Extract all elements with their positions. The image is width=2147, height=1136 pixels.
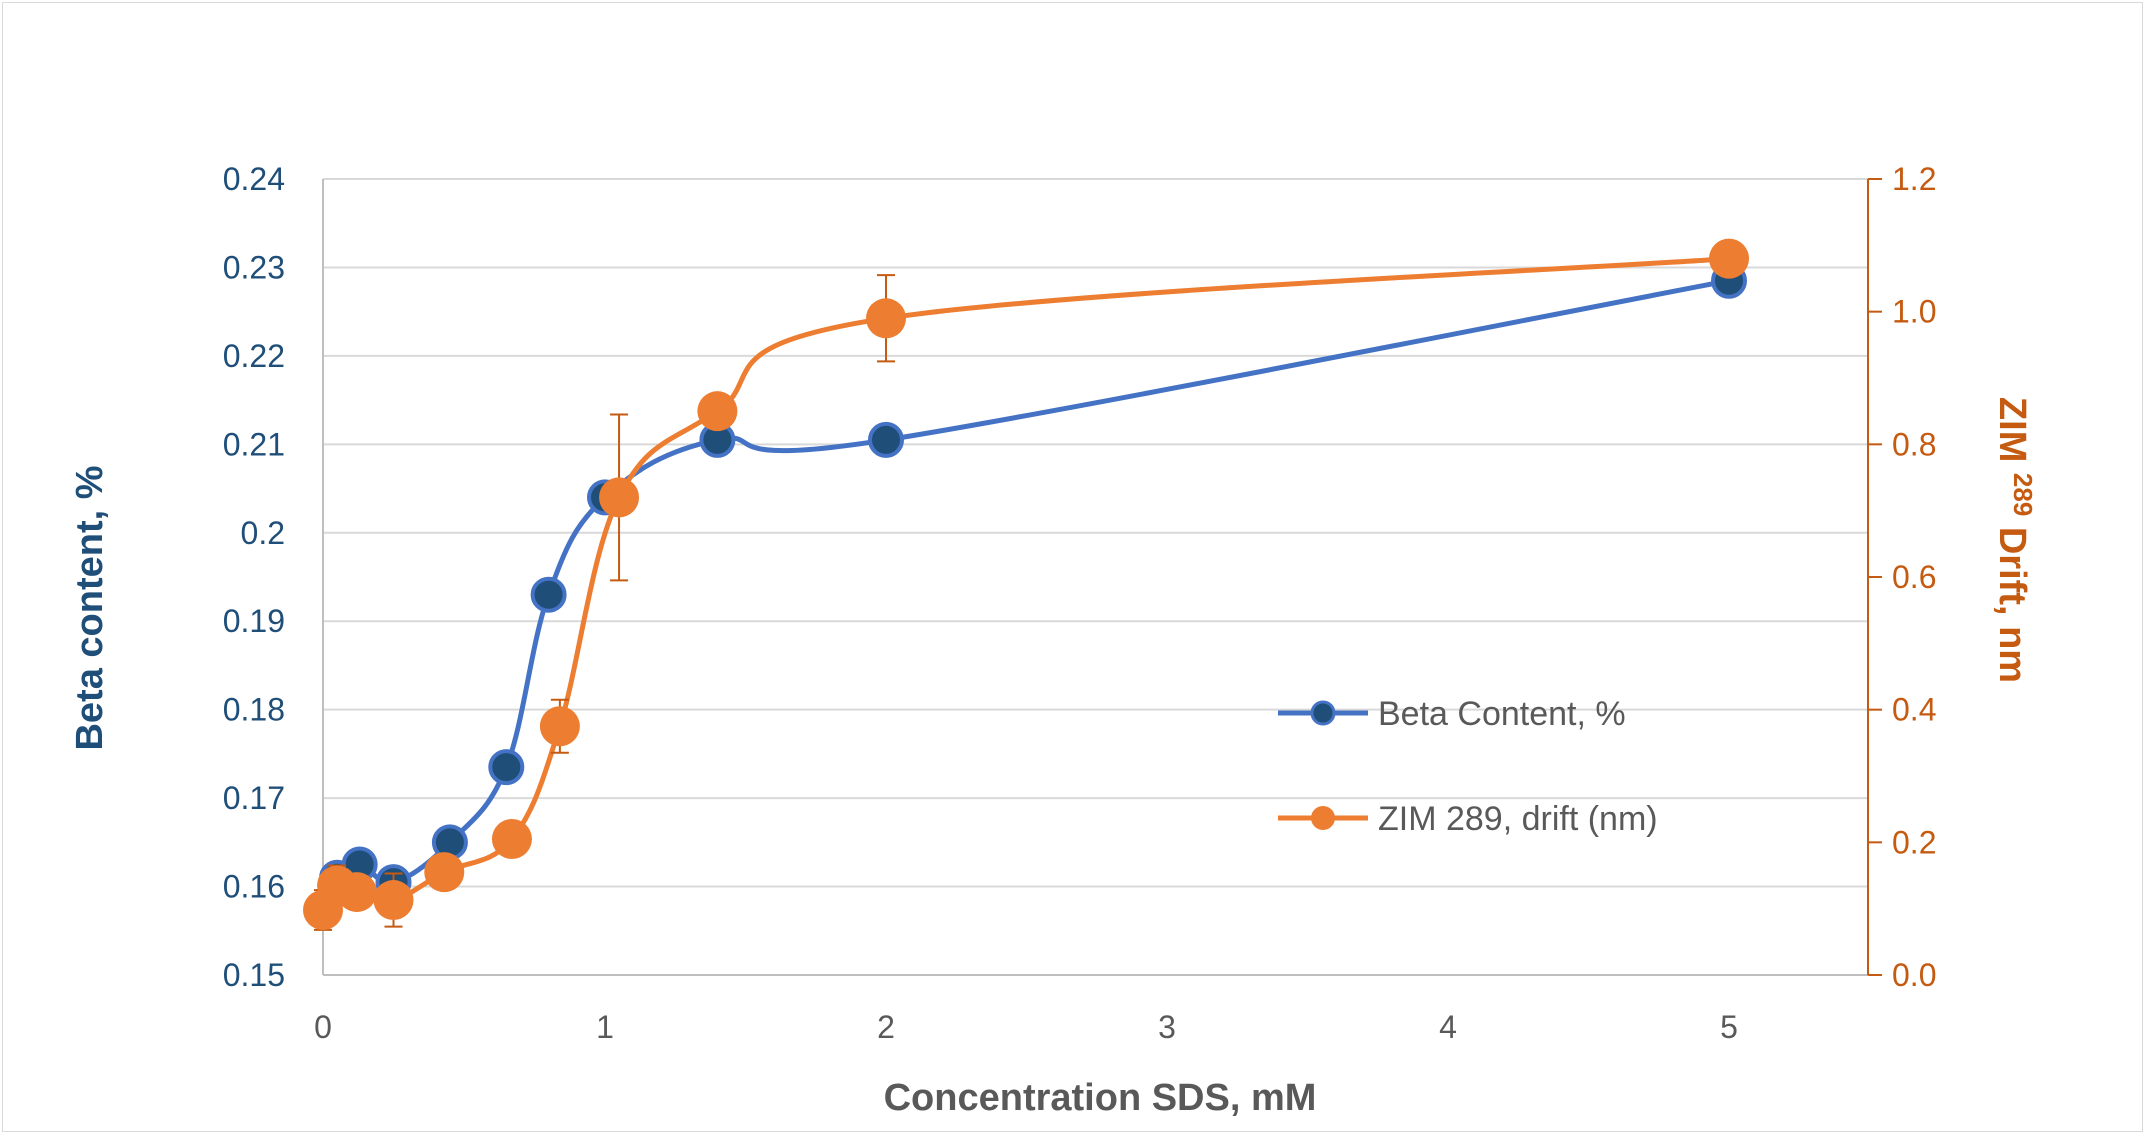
y-right-tick-label: 1.0 bbox=[1892, 294, 1936, 330]
x-tick-label: 3 bbox=[1158, 1009, 1176, 1045]
y-left-axis-title: Beta content, % bbox=[69, 465, 111, 750]
y-right-tick-label: 0.2 bbox=[1892, 824, 1936, 860]
y-left-tick-label: 0.18 bbox=[223, 692, 285, 728]
gridlines bbox=[323, 178, 1868, 888]
data-point bbox=[424, 852, 465, 893]
y-right-axis-title: ZIM 289 Drift, nm bbox=[1991, 397, 2038, 683]
legend-label-zim: ZIM 289, drift (nm) bbox=[1378, 800, 1658, 838]
data-point bbox=[336, 872, 377, 913]
y-right-title-superscript: 289 bbox=[2008, 473, 2038, 516]
data-point bbox=[530, 576, 567, 613]
y-left-tick-label: 0.19 bbox=[223, 603, 285, 639]
y-left-tick-label: 0.22 bbox=[223, 338, 285, 374]
y-left-tick-label: 0.17 bbox=[223, 780, 285, 816]
y-left-tick-label: 0.16 bbox=[223, 869, 285, 905]
data-point bbox=[539, 706, 580, 747]
y-left-tick-label: 0.21 bbox=[223, 426, 285, 462]
axes bbox=[322, 178, 1882, 976]
legend-marker-zim bbox=[1311, 806, 1335, 830]
legend-marker-beta bbox=[1310, 700, 1336, 726]
tick-labels: 0.150.160.170.180.190.20.210.220.230.240… bbox=[223, 161, 1937, 1045]
y-right-tick-label: 1.2 bbox=[1892, 161, 1936, 197]
y-right-tick-label: 0.8 bbox=[1892, 426, 1936, 462]
data-point bbox=[866, 298, 906, 339]
y-right-tick-label: 0.4 bbox=[1892, 692, 1936, 728]
data-point bbox=[599, 477, 640, 518]
x-tick-label: 4 bbox=[1439, 1009, 1457, 1045]
data-point bbox=[1709, 238, 1749, 279]
y-left-tick-label: 0.24 bbox=[223, 161, 285, 197]
y-right-tick-label: 0.6 bbox=[1892, 559, 1936, 595]
y-left-tick-label: 0.23 bbox=[223, 249, 285, 285]
data-point bbox=[491, 819, 532, 860]
data-point bbox=[373, 880, 414, 921]
y-right-title-suffix: Drift, nm bbox=[1991, 516, 2033, 683]
x-tick-label: 2 bbox=[877, 1009, 895, 1045]
x-axis-title: Concentration SDS, mM bbox=[884, 1077, 1317, 1119]
y-left-tick-label: 0.2 bbox=[241, 515, 285, 551]
y-right-title-prefix: ZIM bbox=[1991, 397, 2033, 473]
legend-label-beta: Beta Content, % bbox=[1378, 695, 1626, 733]
legend: Beta Content, % ZIM 289, drift (nm) bbox=[1278, 695, 1658, 838]
data-point bbox=[868, 421, 904, 458]
x-tick-label: 5 bbox=[1720, 1009, 1738, 1045]
legend-item-beta: Beta Content, % bbox=[1278, 695, 1626, 733]
x-tick-label: 1 bbox=[596, 1009, 614, 1045]
y-right-tick-label: 0.0 bbox=[1892, 957, 1936, 993]
series-1 bbox=[303, 238, 1749, 931]
y-left-tick-label: 0.15 bbox=[223, 957, 285, 993]
data-point bbox=[488, 749, 525, 786]
series-layer bbox=[303, 238, 1749, 931]
x-tick-label: 0 bbox=[314, 1009, 332, 1045]
legend-item-zim: ZIM 289, drift (nm) bbox=[1278, 800, 1658, 838]
data-point bbox=[697, 391, 738, 432]
